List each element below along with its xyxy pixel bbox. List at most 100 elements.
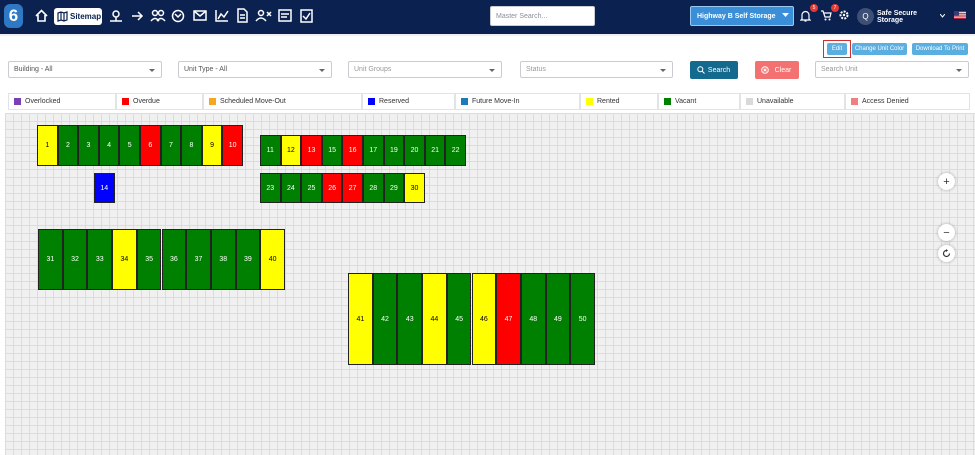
nav-icons[interactable] bbox=[106, 6, 316, 26]
unit[interactable]: 42 bbox=[372, 273, 398, 365]
building-select[interactable]: Building - All bbox=[8, 61, 162, 78]
legend-label: Access Denied bbox=[862, 98, 909, 105]
logo[interactable]: 6 bbox=[4, 4, 23, 28]
legend-swatch bbox=[664, 98, 671, 105]
status-select[interactable]: Status bbox=[520, 61, 673, 78]
unit[interactable]: 28 bbox=[363, 173, 384, 203]
unit[interactable]: 38 bbox=[210, 229, 236, 290]
unit[interactable]: 25 bbox=[301, 173, 322, 203]
legend-swatch bbox=[851, 98, 858, 105]
unit[interactable]: 50 bbox=[570, 273, 595, 365]
unit[interactable]: 44 bbox=[422, 273, 447, 365]
unit[interactable]: 13 bbox=[301, 135, 322, 166]
flag-icon[interactable] bbox=[954, 11, 966, 19]
unit[interactable]: 1 bbox=[37, 125, 58, 166]
unit[interactable]: 31 bbox=[38, 229, 63, 290]
home-icon[interactable] bbox=[35, 9, 48, 22]
unit[interactable]: 41 bbox=[348, 273, 373, 365]
unit[interactable]: 33 bbox=[87, 229, 113, 290]
unit[interactable]: 34 bbox=[112, 229, 137, 290]
legend-swatch bbox=[461, 98, 468, 105]
unit-groups-select[interactable]: Unit Groups bbox=[348, 61, 502, 78]
legend: Overlocked Overdue Scheduled Move-Out Reser… bbox=[8, 93, 970, 110]
cart-icon[interactable] bbox=[821, 10, 832, 21]
clear-icon bbox=[761, 66, 769, 74]
legend-item: Overlocked bbox=[8, 93, 116, 110]
clear-button[interactable]: Clear bbox=[755, 61, 799, 79]
unit[interactable]: 8 bbox=[181, 125, 202, 166]
legend-swatch bbox=[14, 98, 21, 105]
unit[interactable]: 3 bbox=[78, 125, 99, 166]
unit[interactable]: 4 bbox=[98, 125, 120, 166]
unit[interactable]: 9 bbox=[201, 125, 223, 166]
unit[interactable]: 24 bbox=[280, 173, 302, 203]
facility-select[interactable]: Highway B Self Storage bbox=[690, 6, 794, 26]
unit[interactable]: 45 bbox=[446, 273, 472, 365]
legend-item: Vacant bbox=[658, 93, 740, 110]
unit[interactable]: 32 bbox=[62, 229, 88, 290]
zoom-in[interactable]: + bbox=[938, 173, 955, 190]
legend-label: Reserved bbox=[379, 98, 409, 105]
unit[interactable]: 43 bbox=[397, 273, 423, 365]
unit[interactable]: 7 bbox=[160, 125, 182, 166]
unit[interactable]: 5 bbox=[119, 125, 140, 166]
unit[interactable]: 16 bbox=[342, 135, 363, 166]
unit[interactable]: 29 bbox=[383, 173, 405, 203]
legend-swatch bbox=[368, 98, 375, 105]
unit[interactable]: 48 bbox=[520, 273, 546, 365]
unit[interactable]: 36 bbox=[161, 229, 187, 290]
edit-button[interactable]: Edit bbox=[827, 43, 847, 55]
unit[interactable]: 14 bbox=[94, 173, 115, 203]
unit[interactable]: 12 bbox=[280, 135, 302, 166]
reset-zoom[interactable] bbox=[938, 245, 955, 262]
unit[interactable]: 15 bbox=[321, 135, 343, 166]
unit[interactable]: 21 bbox=[424, 135, 446, 166]
unit[interactable]: 19 bbox=[383, 135, 405, 166]
bell-icon[interactable] bbox=[800, 10, 811, 22]
unit[interactable]: 10 bbox=[222, 125, 243, 166]
unit[interactable]: 11 bbox=[260, 135, 281, 166]
search-button[interactable]: Search bbox=[690, 61, 738, 79]
unit[interactable]: 47 bbox=[496, 273, 521, 365]
download-button[interactable]: Download To Print bbox=[912, 43, 968, 55]
settings-icon[interactable] bbox=[839, 10, 849, 20]
unit[interactable]: 17 bbox=[363, 135, 384, 166]
unit[interactable]: 26 bbox=[321, 173, 343, 203]
unit[interactable]: 2 bbox=[57, 125, 79, 166]
unit[interactable]: 30 bbox=[404, 173, 425, 203]
unit[interactable]: 37 bbox=[186, 229, 211, 290]
legend-item: Scheduled Move-Out bbox=[203, 93, 362, 110]
avatar[interactable]: Q bbox=[857, 8, 874, 25]
unit-type-select[interactable]: Unit Type - All bbox=[178, 61, 332, 78]
unit[interactable]: 39 bbox=[235, 229, 261, 290]
legend-label: Future Move-In bbox=[472, 98, 520, 105]
unit[interactable]: 46 bbox=[471, 273, 497, 365]
notification-badge: 5 bbox=[810, 4, 818, 12]
search-icon bbox=[697, 66, 705, 74]
sitemap-icon bbox=[57, 11, 68, 22]
unit[interactable]: 49 bbox=[545, 273, 571, 365]
top-nav: 6 Sitemap Master Search... Highway B Sel… bbox=[0, 0, 975, 34]
master-search[interactable]: Master Search... bbox=[490, 6, 595, 26]
legend-swatch bbox=[209, 98, 216, 105]
legend-swatch bbox=[586, 98, 593, 105]
unit[interactable]: 23 bbox=[260, 173, 281, 203]
unit[interactable]: 22 bbox=[445, 135, 466, 166]
account-name[interactable]: Safe Secure Storage bbox=[877, 9, 918, 24]
legend-item: Future Move-In bbox=[455, 93, 580, 110]
legend-item: Unavailable bbox=[740, 93, 845, 110]
search-unit-select[interactable]: Search Unit bbox=[815, 61, 969, 78]
unit[interactable]: 20 bbox=[404, 135, 425, 166]
change-color-button[interactable]: Change Unit Color bbox=[852, 43, 907, 55]
zoom-out[interactable]: − bbox=[938, 224, 955, 241]
account-caret bbox=[940, 14, 945, 18]
legend-item: Rented bbox=[580, 93, 658, 110]
legend-label: Scheduled Move-Out bbox=[220, 98, 286, 105]
unit[interactable]: 6 bbox=[140, 125, 161, 166]
legend-swatch bbox=[122, 98, 129, 105]
unit[interactable]: 40 bbox=[260, 229, 285, 290]
reset-icon bbox=[942, 249, 951, 258]
unit[interactable]: 27 bbox=[342, 173, 363, 203]
unit[interactable]: 35 bbox=[136, 229, 162, 290]
